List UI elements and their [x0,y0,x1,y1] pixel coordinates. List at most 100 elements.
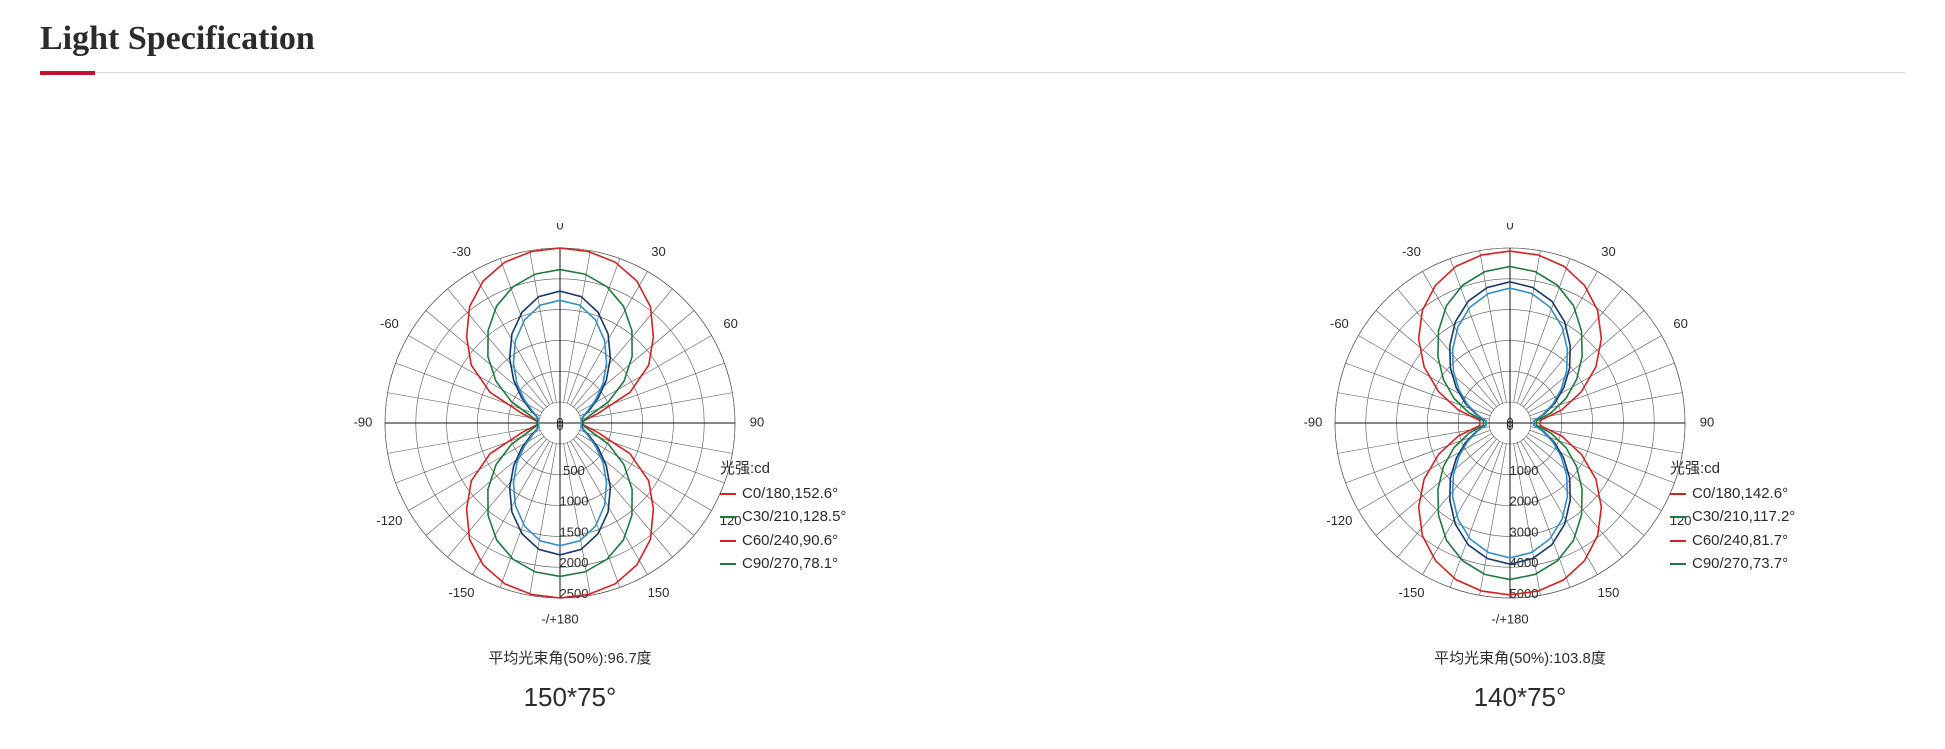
angular-gridline-1-280 [1338,393,1490,420]
page-title: Light Specification [40,20,1905,72]
legend-row-1-0: C0/180,152.6° [720,483,846,506]
legend-label-1-2: C60/240,90.6° [742,530,838,553]
angle-tick-label-1-10: -60 [1330,316,1349,331]
angular-gridline-1-310 [1376,311,1494,410]
legend-label-2-1: C30/210,117.2° [1692,506,1795,529]
angular-gridline-1-120 [1528,434,1661,511]
angle-tick-label-1-9: -90 [1304,414,1323,429]
angle-tick-label-1-11: -30 [1402,244,1421,259]
legend-row-1-2: C60/240,90.6° [720,530,846,553]
angle-tick-label-0-5: 150 [648,585,670,600]
legend-label-2-2: C60/240,81.7° [1692,530,1788,553]
angular-gridline-1-200 [1450,443,1503,588]
radial-tick-label-1-1: 1000 [1510,463,1539,478]
angle-tick-label-1-1: 30 [1601,244,1615,259]
angle-tick-label-1-5: 150 [1598,585,1620,600]
angular-gridline-1-260 [1338,427,1490,454]
radial-tick-label-0-5: 2500 [560,586,589,601]
legend-block-1: 光强:cd C0/180,152.6° C30/210,128.5° C60/2… [720,458,846,577]
legend-title-2: 光强:cd [1670,458,1795,481]
light-specification-page: Light Specification 0 30 60 90 120 150 -/+180-… [0,0,1945,749]
angular-gridline-1-80 [1531,393,1683,420]
angular-gridline-1-130 [1526,436,1644,535]
legend-swatch-1-2 [720,540,736,542]
center-zero-label-0: 0 [556,415,563,430]
center-zero-label-1: 0 [1506,415,1513,430]
angle-tick-label-0-11: -30 [452,244,471,259]
dimension-label-2: 140*75° [1210,682,1830,713]
header-divider [40,72,1905,73]
angle-tick-label-0-3: 90 [750,414,764,429]
legend-swatch-2-1 [1670,516,1686,518]
polar-chart-1: 0306090120150-/+180-150-120-90-60-300500… [260,223,880,643]
angle-tick-label-1-6: -/+180 [1491,611,1528,626]
angular-gridline-1-340 [1450,259,1503,404]
polar-chart-2: 0306090120150-/+180-150-120-90-60-300100… [1210,223,1830,643]
legend-swatch-2-2 [1670,540,1686,542]
angular-gridline-1-300 [1358,336,1491,413]
angle-tick-label-0-10: -60 [380,316,399,331]
legend-row-2-1: C30/210,117.2° [1670,506,1795,529]
angular-gridline-0-340 [500,259,553,404]
angular-gridline-0-120 [578,434,711,511]
angular-gridline-0-130 [576,436,694,535]
legend-row-2-3: C90/270,73.7° [1670,553,1795,576]
angle-tick-label-1-0: 0 [1506,223,1513,232]
legend-label-2-3: C90/270,73.7° [1692,553,1788,576]
angle-tick-label-0-7: -150 [448,585,474,600]
radial-tick-label-1-3: 3000 [1510,524,1539,539]
angular-gridline-1-60 [1528,336,1661,413]
angular-gridline-1-20 [1517,259,1570,404]
angle-tick-label-0-0: 0 [556,223,563,232]
angular-gridline-1-240 [1358,434,1491,511]
angular-gridline-0-240 [408,434,541,511]
legend-swatch-1-1 [720,516,736,518]
angular-gridline-0-50 [576,311,694,410]
angular-gridline-0-200 [500,443,553,588]
legend-swatch-1-0 [720,493,736,495]
legend-label-1-1: C30/210,128.5° [742,506,846,529]
angular-gridline-1-230 [1376,436,1494,535]
angle-tick-label-1-3: 90 [1700,414,1714,429]
angle-tick-label-0-9: -90 [354,414,373,429]
angle-tick-label-0-6: -/+180 [541,611,578,626]
legend-swatch-1-3 [720,563,736,565]
legend-row-2-2: C60/240,81.7° [1670,530,1795,553]
angle-tick-label-1-7: -150 [1398,585,1424,600]
legend-swatch-2-0 [1670,493,1686,495]
angle-tick-label-0-2: 60 [723,316,737,331]
angular-gridline-1-10 [1514,251,1541,403]
angular-gridline-1-110 [1530,430,1675,483]
angular-gridline-0-230 [426,436,544,535]
angular-gridline-1-290 [1346,363,1491,416]
dimension-label-1: 150*75° [260,682,880,713]
angular-gridline-0-20 [567,259,620,404]
legend-block-2: 光强:cd C0/180,142.6° C30/210,117.2° C60/2… [1670,458,1795,577]
radial-tick-label-0-1: 500 [563,463,585,478]
angular-gridline-1-50 [1526,311,1644,410]
radial-tick-label-0-2: 1000 [560,494,589,509]
radial-tick-label-1-2: 2000 [1510,494,1539,509]
angular-gridline-0-60 [578,336,711,413]
header-accent-bar [40,71,95,75]
chart-block-1: 0 30 60 90 120 150 -/+180 -150 -120 -90 -60 -30 0 500… [260,223,880,713]
legend-label-1-0: C0/180,152.6° [742,483,838,506]
legend-title-1: 光强:cd [720,458,846,481]
angular-gridline-1-190 [1480,444,1507,596]
angular-gridline-1-70 [1530,363,1675,416]
angular-gridline-0-310 [426,311,544,410]
charts-container: 0 30 60 90 120 150 -/+180 -150 -120 -90 -60 -30 0 500… [40,223,1905,713]
polar-plot-wrap-2: 0 30 60 90 120 150 -/+180 -150 -120 -90 -60 -30 0 100… [1210,223,1830,643]
angle-tick-label-1-2: 60 [1673,316,1687,331]
angle-tick-label-1-8: -120 [1326,513,1352,528]
legend-label-1-3: C90/270,78.1° [742,553,838,576]
legend-row-1-1: C30/210,128.5° [720,506,846,529]
beam-angle-label-1: 平均光束角(50%):96.7度 [260,647,880,668]
angular-gridline-1-250 [1346,430,1491,483]
angle-tick-label-0-1: 30 [651,244,665,259]
angular-gridline-1-350 [1480,251,1507,403]
beam-angle-label-2: 平均光束角(50%):103.8度 [1210,647,1830,668]
radial-tick-label-0-4: 2000 [560,555,589,570]
angular-gridline-1-100 [1531,427,1683,454]
legend-row-1-3: C90/270,78.1° [720,553,846,576]
